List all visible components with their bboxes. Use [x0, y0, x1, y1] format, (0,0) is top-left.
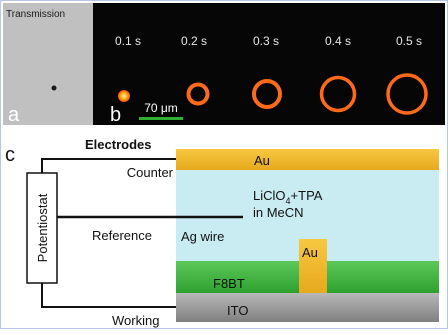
panel-a-header: Transmission	[6, 9, 65, 20]
electrolyte-label-line1: LiClO4+TPA	[253, 188, 323, 206]
f8bt-label: F8BT	[213, 276, 245, 291]
au-counter-electrode	[176, 149, 439, 170]
reference-label: Reference	[92, 228, 152, 243]
counter-label: Counter	[127, 165, 174, 180]
time-label-0.5s: 0.5 s	[396, 34, 422, 48]
potentiostat-box	[26, 172, 58, 284]
transmission-texture	[3, 3, 93, 125]
panel-a: Transmission a	[3, 3, 93, 126]
working-wire	[41, 283, 176, 308]
panel-c: c Electrodes Potentiostat Counter Refere…	[5, 137, 439, 328]
ito-layer	[176, 293, 439, 322]
luminescence-image	[93, 3, 445, 125]
counter-wire	[41, 158, 176, 173]
transmission-image	[3, 3, 93, 125]
panel-b-letter: b	[110, 104, 121, 126]
ito-label: ITO	[227, 303, 248, 318]
electrolyte-label-line2: in MeCN	[253, 205, 304, 220]
panel-a-letter: a	[8, 104, 20, 126]
scale-bar	[139, 117, 183, 120]
au-contact-pad	[299, 239, 327, 293]
time-label-0.1s: 0.1 s	[115, 34, 141, 48]
working-label: Working	[112, 313, 159, 328]
ag-wire-label: Ag wire	[181, 229, 224, 244]
electrodes-heading: Electrodes	[85, 137, 151, 152]
time-label-0.4s: 0.4 s	[325, 34, 351, 48]
au-contact-label: Au	[302, 245, 318, 260]
scale-bar-label: 70 μm	[144, 101, 178, 115]
transmission-spot	[51, 85, 57, 91]
potentiostat-label: Potentiostat	[35, 193, 50, 262]
figure-svg: Transmission a 0.1 s 0.2 s 0.3 s 0.4 s 0…	[3, 3, 445, 328]
au-top-label: Au	[254, 153, 270, 168]
emission-ring-0.2s	[186, 82, 210, 106]
emission-ring-0.4s	[319, 75, 357, 113]
panel-b: 0.1 s 0.2 s 0.3 s 0.4 s 0.5 s b 70 μm	[93, 3, 445, 126]
panel-c-letter: c	[5, 144, 15, 166]
emission-ring-0.5s	[386, 73, 428, 115]
time-label-0.3s: 0.3 s	[253, 34, 279, 48]
time-label-0.2s: 0.2 s	[181, 34, 207, 48]
emission-spot-0.1s	[118, 90, 130, 102]
emission-ring-0.3s	[252, 79, 282, 109]
